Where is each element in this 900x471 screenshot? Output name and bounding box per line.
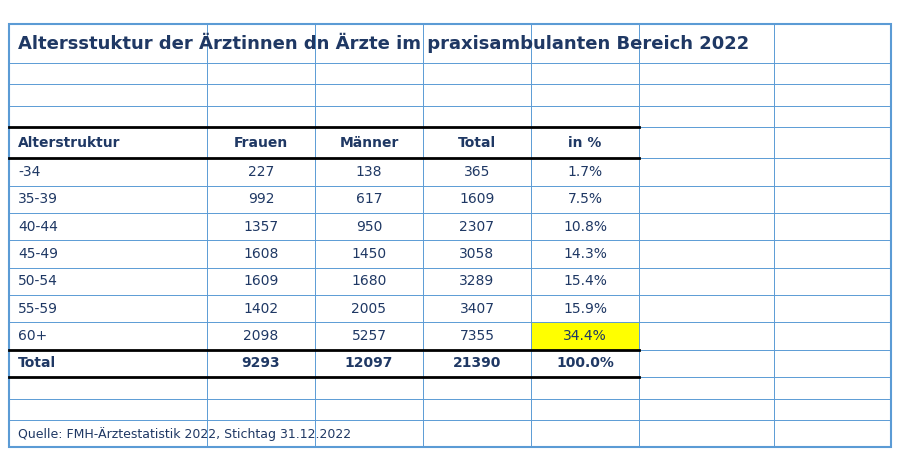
- Text: 40-44: 40-44: [18, 219, 58, 234]
- Text: 35-39: 35-39: [18, 192, 58, 206]
- Text: Alterstruktur: Alterstruktur: [18, 136, 121, 150]
- Text: 2307: 2307: [460, 219, 494, 234]
- Text: 1609: 1609: [243, 275, 279, 288]
- Text: 3289: 3289: [459, 275, 495, 288]
- Text: 1608: 1608: [243, 247, 279, 261]
- Text: Frauen: Frauen: [234, 136, 288, 150]
- Text: 50-54: 50-54: [18, 275, 58, 288]
- Text: 7355: 7355: [460, 329, 494, 343]
- Text: 992: 992: [248, 192, 274, 206]
- Text: Total: Total: [458, 136, 496, 150]
- Text: 21390: 21390: [453, 357, 501, 371]
- Text: 14.3%: 14.3%: [563, 247, 607, 261]
- Text: Quelle: FMH-Ärztestatistik 2022, Stichtag 31.12.2022: Quelle: FMH-Ärztestatistik 2022, Stichta…: [18, 427, 351, 441]
- Text: 15.4%: 15.4%: [563, 275, 607, 288]
- Text: 1609: 1609: [459, 192, 495, 206]
- Text: 1402: 1402: [243, 302, 279, 316]
- FancyBboxPatch shape: [531, 323, 639, 350]
- Text: 1450: 1450: [351, 247, 387, 261]
- Text: 5257: 5257: [352, 329, 386, 343]
- Text: 227: 227: [248, 165, 274, 179]
- Text: Total: Total: [18, 357, 56, 371]
- Text: 2005: 2005: [352, 302, 386, 316]
- Text: 34.4%: 34.4%: [563, 329, 607, 343]
- Text: 55-59: 55-59: [18, 302, 58, 316]
- Text: 365: 365: [464, 165, 490, 179]
- Text: 15.9%: 15.9%: [563, 302, 607, 316]
- Text: 138: 138: [356, 165, 382, 179]
- Text: 60+: 60+: [18, 329, 47, 343]
- Text: Männer: Männer: [339, 136, 399, 150]
- Text: 45-49: 45-49: [18, 247, 58, 261]
- Text: 10.8%: 10.8%: [563, 219, 607, 234]
- Text: 100.0%: 100.0%: [556, 357, 614, 371]
- Text: Altersstuktur der Ärztinnen dn Ärzte im praxisambulanten Bereich 2022: Altersstuktur der Ärztinnen dn Ärzte im …: [18, 33, 749, 53]
- Text: 1.7%: 1.7%: [567, 165, 603, 179]
- Text: 617: 617: [356, 192, 382, 206]
- Text: in %: in %: [568, 136, 602, 150]
- Text: -34: -34: [18, 165, 40, 179]
- Text: 7.5%: 7.5%: [568, 192, 602, 206]
- Text: 9293: 9293: [242, 357, 280, 371]
- Text: 1357: 1357: [243, 219, 279, 234]
- Text: 2098: 2098: [243, 329, 279, 343]
- Text: 1680: 1680: [351, 275, 387, 288]
- Text: 3058: 3058: [459, 247, 495, 261]
- Text: 3407: 3407: [460, 302, 494, 316]
- Text: 12097: 12097: [345, 357, 393, 371]
- Text: 950: 950: [356, 219, 382, 234]
